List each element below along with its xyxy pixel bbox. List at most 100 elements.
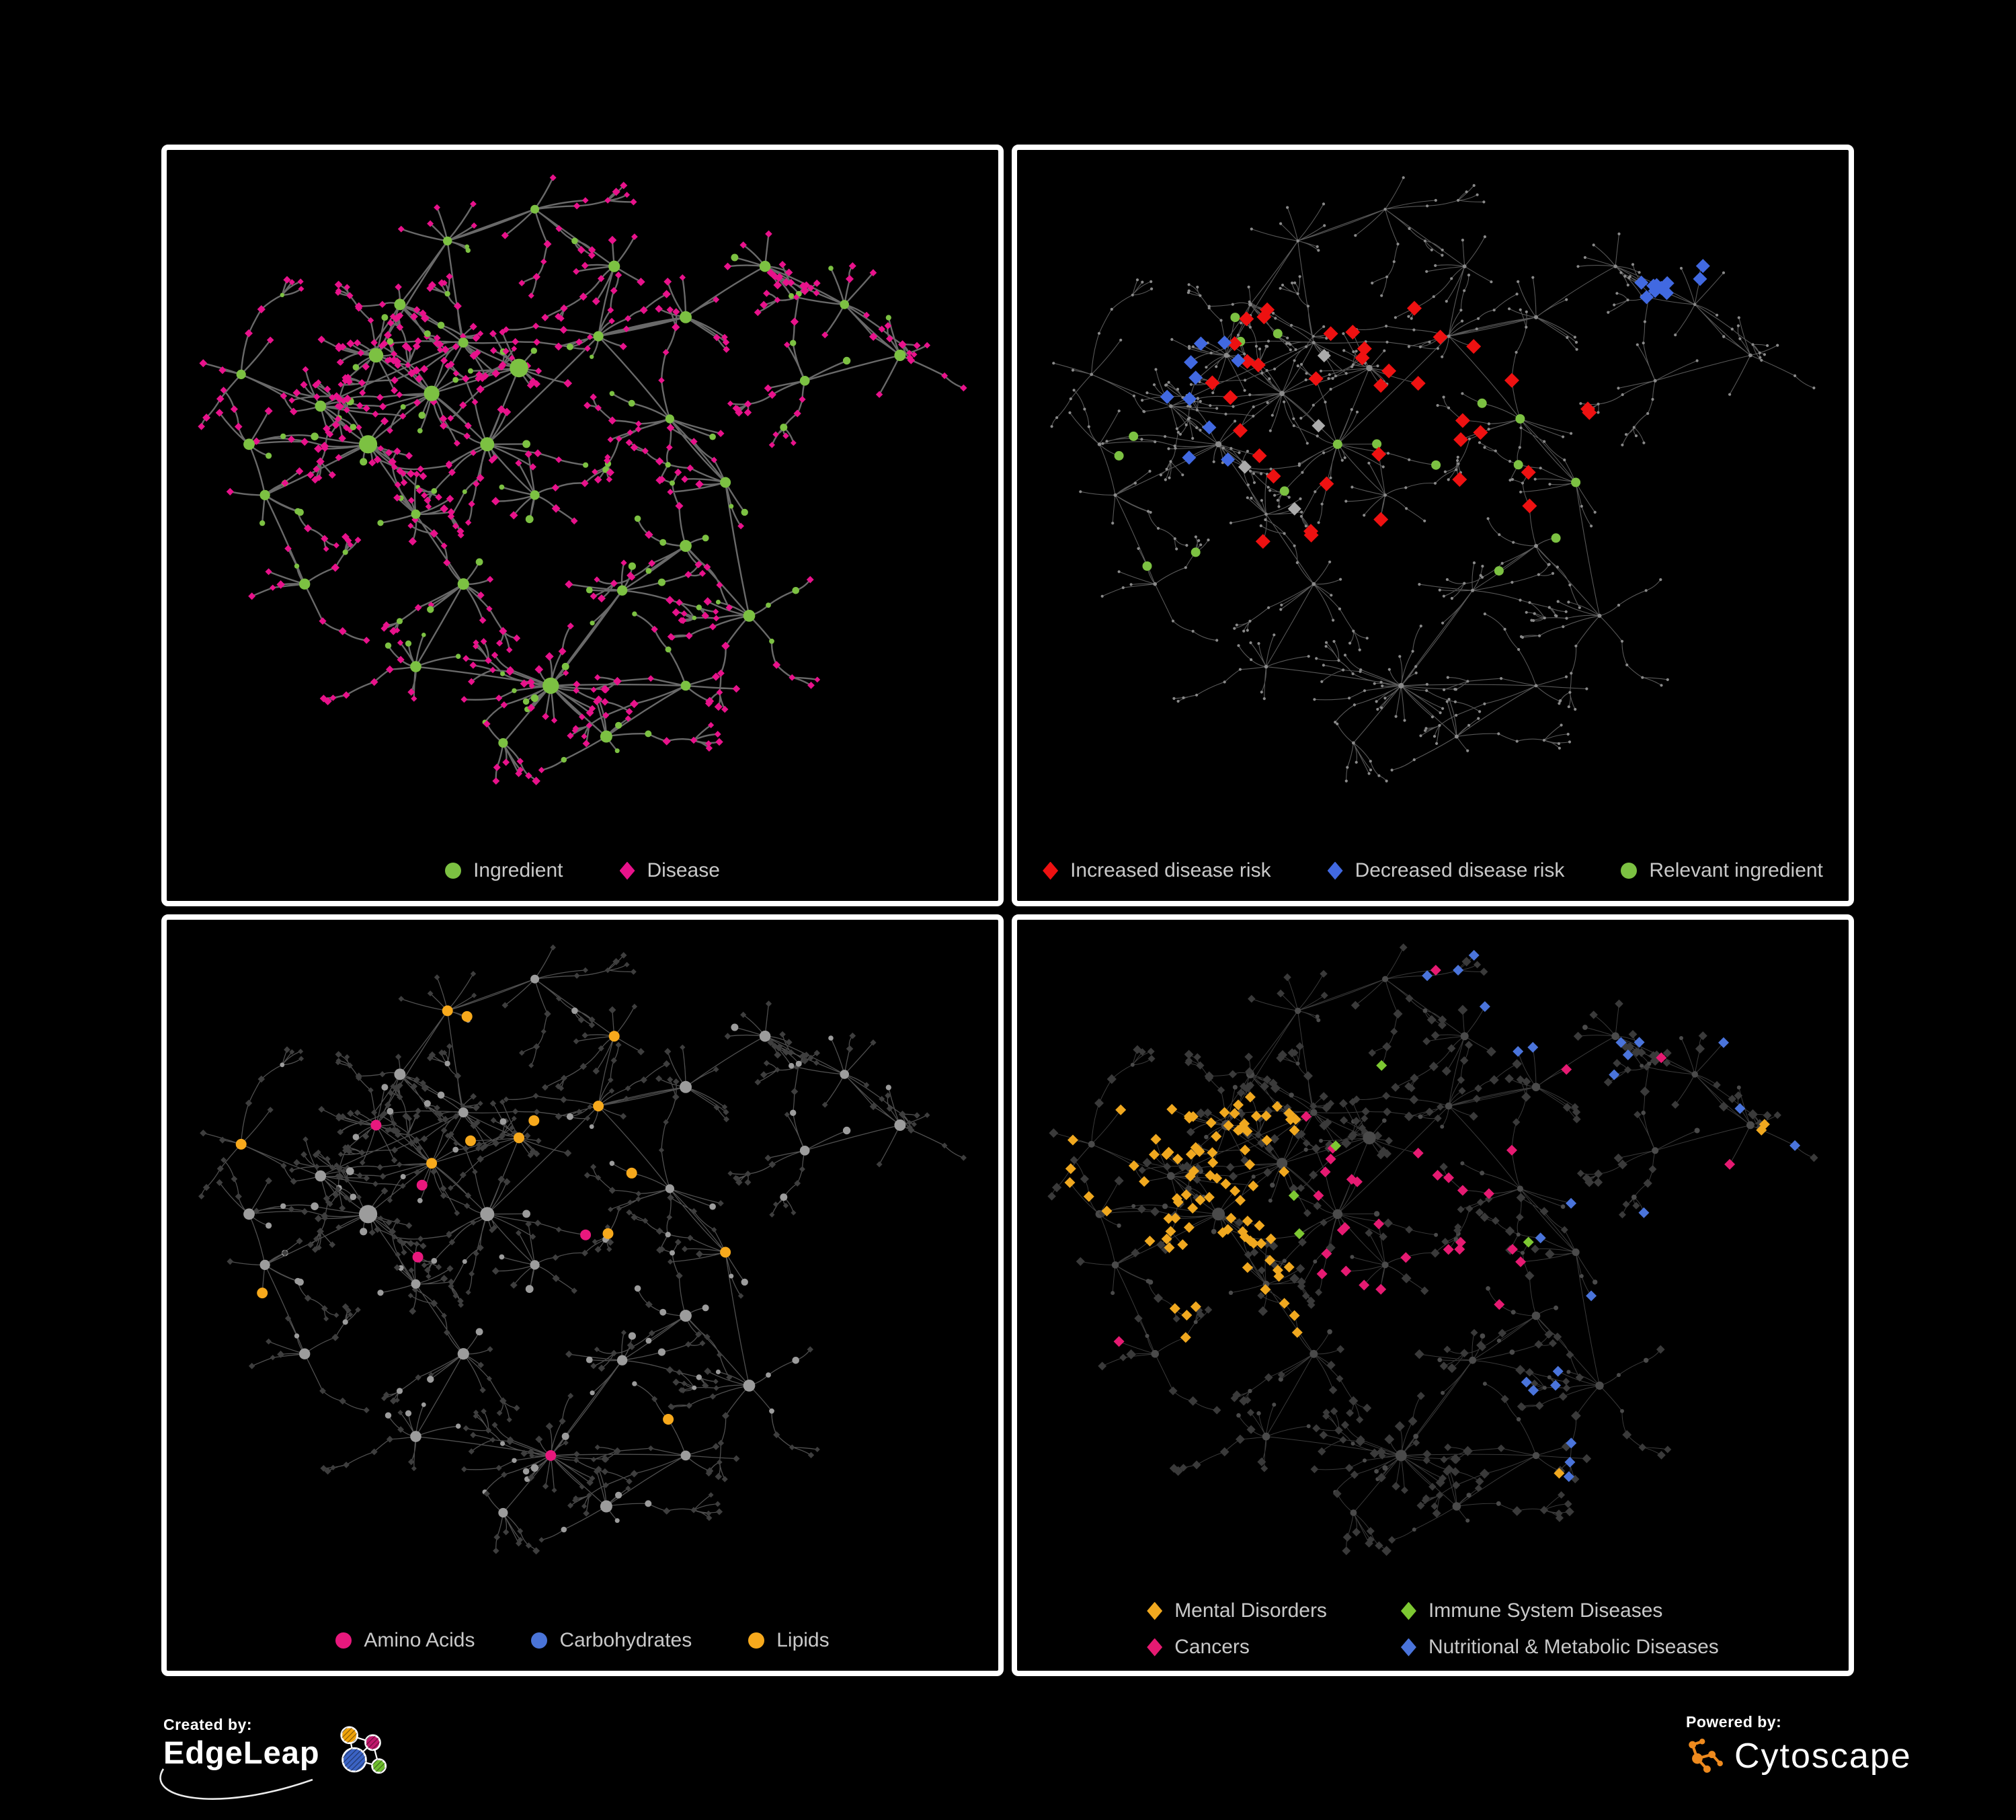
disease-node [266, 1338, 272, 1345]
increased-risk-node [1433, 329, 1448, 345]
disease-node [1412, 328, 1416, 331]
disease-node [1430, 1249, 1440, 1258]
nutritional-metabolic-node [1527, 1041, 1539, 1053]
disease-node [685, 1341, 692, 1348]
disease-node [711, 457, 717, 463]
disease-node [556, 995, 562, 1002]
ingredient-node [1455, 468, 1458, 471]
mental-disorders-node [1211, 1131, 1222, 1142]
disease-node [345, 1307, 352, 1314]
disease-node [407, 1240, 415, 1247]
disease-node [1450, 277, 1453, 280]
increased-risk-node [1452, 472, 1467, 487]
disease-node [705, 1510, 712, 1517]
ingredient-node [1644, 1357, 1649, 1363]
ingredient-node [1653, 379, 1657, 383]
disease-node [1624, 433, 1628, 436]
disease-node [1628, 275, 1631, 278]
mental-disorders-node [1285, 1114, 1296, 1125]
disease-node [1447, 1363, 1457, 1374]
disease-node [363, 1407, 370, 1413]
disease-node [768, 442, 775, 448]
disease-node [717, 1459, 723, 1466]
disease-node [1425, 1107, 1434, 1116]
mental-disorders-node [1229, 1108, 1240, 1119]
disease-node [560, 1096, 567, 1103]
disease-node [1322, 325, 1326, 328]
disease-node [821, 331, 829, 339]
disease-node [1404, 486, 1408, 489]
disease-node [588, 1021, 596, 1029]
disease-node [1457, 198, 1460, 202]
disease-node [343, 406, 350, 413]
ingredient-node [499, 484, 505, 490]
ingredient-node [1466, 1493, 1471, 1498]
disease-node [463, 432, 471, 440]
disease-node [1344, 372, 1348, 375]
disease-node [1340, 459, 1344, 462]
decreased-risk-node [1231, 353, 1246, 368]
disease-node [518, 280, 526, 286]
disease-node [411, 695, 417, 702]
disease-node [1246, 483, 1250, 487]
disease-node [602, 1482, 609, 1489]
disease-node [658, 1147, 665, 1153]
disease-node [415, 1107, 421, 1115]
ingredient-node [1644, 589, 1648, 592]
disease-node [1154, 440, 1157, 444]
ingredient-node [1248, 1388, 1252, 1394]
disease-node [662, 737, 671, 746]
ingredient-node [1382, 976, 1389, 982]
disease-node [1228, 1070, 1237, 1078]
disease-node [357, 349, 364, 357]
disease-node [565, 1350, 573, 1358]
disease-node [394, 1218, 401, 1224]
disease-node [426, 1273, 432, 1279]
disease-node [716, 1508, 723, 1515]
mental-disorders-node [1244, 1159, 1256, 1171]
disease-node [1318, 1447, 1326, 1456]
disease-node [1299, 362, 1303, 366]
disease-node [391, 376, 399, 385]
disease-node [1238, 668, 1242, 671]
disease-node [1168, 476, 1171, 479]
disease-node [540, 1029, 547, 1035]
ingredient-node [359, 435, 378, 454]
disease-node [709, 1393, 717, 1400]
disease-node [620, 559, 627, 566]
disease-node [1344, 779, 1348, 783]
disease-node [1322, 1412, 1330, 1420]
disease-node [1643, 320, 1646, 323]
disease-node [1248, 994, 1256, 1003]
mental-disorders-node [1242, 1125, 1253, 1137]
disease-node [571, 1288, 577, 1294]
legend-item: Nutritional & Metabolic Diseases [1400, 1636, 1719, 1659]
disease-node [407, 688, 415, 696]
disease-node [1498, 533, 1501, 537]
disease-node [525, 1542, 532, 1549]
disease-node [1642, 441, 1646, 444]
disease-node [448, 1278, 454, 1285]
disease-node [1441, 1238, 1449, 1246]
disease-node [586, 1492, 592, 1499]
disease-node [573, 680, 581, 688]
disease-node [581, 733, 588, 740]
disease-node [1069, 397, 1072, 401]
disease-node [1467, 274, 1471, 277]
increased-risk-node [1522, 498, 1537, 514]
disease-node [1287, 342, 1291, 345]
disease-node [1455, 713, 1458, 717]
disease-node [1172, 1315, 1180, 1322]
mental-disorders-node [1187, 1111, 1199, 1122]
disease-node [270, 1355, 276, 1361]
disease-node [684, 571, 692, 578]
decreased-risk-node [1660, 276, 1675, 290]
disease-node [1258, 1306, 1268, 1316]
ingredient-node [530, 1260, 540, 1270]
disease-node [1345, 1464, 1354, 1472]
disease-node [1319, 1092, 1328, 1101]
nutritional-metabolic-node [1564, 1456, 1576, 1468]
mental-disorders-node [1289, 1125, 1300, 1136]
ingredient-node [1613, 264, 1617, 268]
disease-node [612, 188, 620, 196]
